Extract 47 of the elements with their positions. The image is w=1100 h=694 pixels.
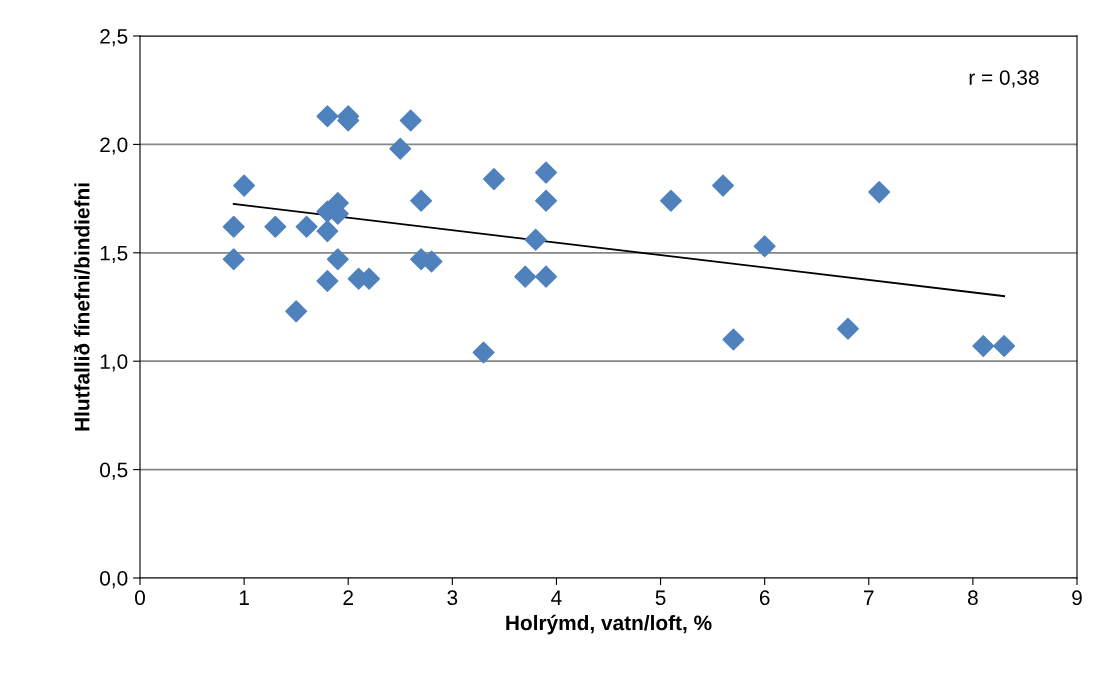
point [285, 300, 308, 323]
point [472, 341, 495, 364]
point [399, 109, 422, 132]
point [972, 335, 995, 358]
x-tick-label: 9 [1072, 590, 1082, 606]
y-tick-label: 2,5 [100, 29, 128, 47]
x-tick-label: 3 [447, 590, 458, 606]
x-axis-title: Holrýmd, vatn/loft, % [506, 614, 712, 635]
point [233, 174, 256, 197]
point [316, 105, 339, 128]
y-tick-label: 0,5 [100, 462, 128, 480]
x-tick-label: 0 [135, 590, 145, 606]
point [326, 248, 349, 271]
y-tick-label: 0,0 [100, 571, 128, 589]
x-tick-label: 8 [968, 590, 978, 606]
point [410, 189, 433, 212]
x-tick-label: 4 [551, 590, 562, 605]
y-tick-label: 1,0 [100, 354, 128, 372]
y-tick-label: 2,0 [100, 137, 128, 155]
point [295, 215, 318, 238]
point [316, 269, 339, 292]
point [836, 317, 859, 340]
point [514, 265, 537, 288]
annotation: r = 0,38 [969, 70, 1039, 88]
point [482, 168, 505, 191]
point [264, 215, 287, 238]
x-tick-label: 1 [239, 590, 249, 605]
point [753, 235, 776, 258]
x-tick-label: 6 [759, 590, 770, 606]
y-axis-title: Hlutfallið fínefni/bindiefni [74, 183, 90, 431]
point [535, 265, 558, 288]
point [868, 181, 891, 204]
point [535, 189, 558, 212]
y-tick-label: 1,5 [100, 246, 128, 264]
point [712, 174, 735, 197]
point [222, 248, 245, 271]
point [316, 220, 339, 243]
point [535, 161, 558, 184]
point [222, 215, 245, 238]
point [659, 189, 682, 212]
x-tick-label: 2 [343, 590, 353, 605]
point [389, 137, 412, 160]
x-tick-label: 5 [655, 590, 666, 606]
x-tick-label: 7 [864, 590, 874, 605]
point [722, 328, 745, 351]
point [993, 335, 1016, 358]
point [524, 228, 547, 251]
